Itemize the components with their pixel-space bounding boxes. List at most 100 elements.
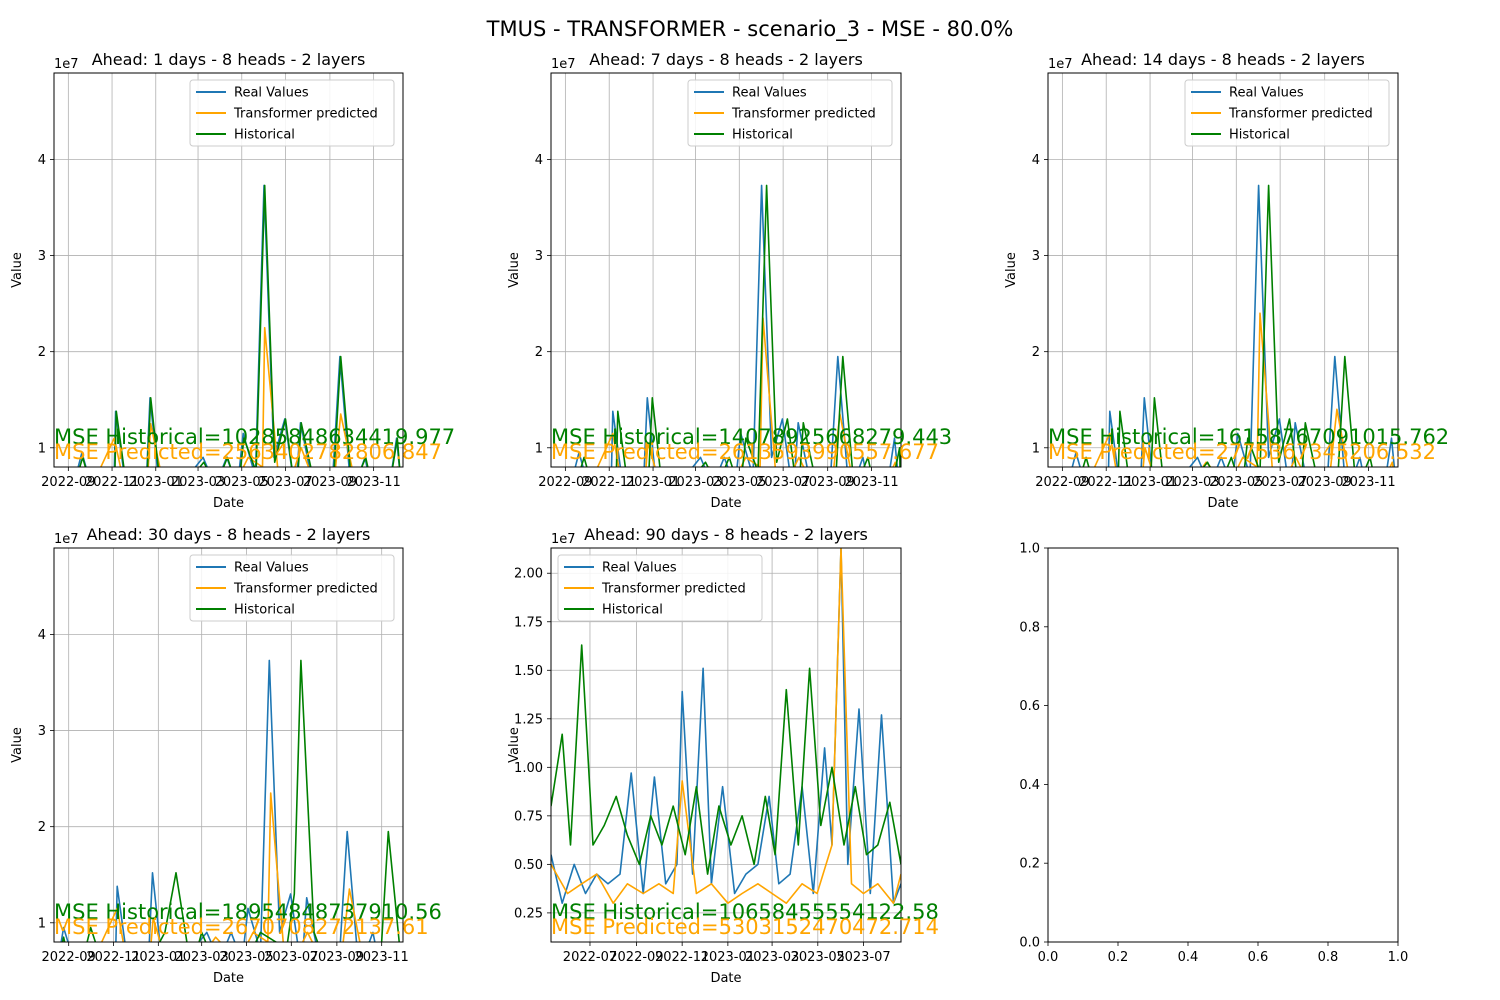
legend: Real Values Transformer predicted Historic…: [557, 554, 763, 622]
legend-label: Transformer predicted: [233, 107, 378, 122]
legend-box: [1184, 79, 1390, 147]
series-line-historical: [78, 184, 401, 467]
legend: Real Values Transformer predicted Historic…: [189, 554, 395, 622]
y-offset-label: 1e7: [1048, 57, 1073, 72]
legend-box: [687, 79, 893, 147]
x-tick-label: 2023-07: [264, 950, 318, 965]
x-tick-label: 2022-09: [42, 950, 96, 965]
legend-box: [189, 79, 395, 147]
x-tick-label: 2022-11: [85, 475, 139, 490]
y-tick-label: 0.75: [514, 809, 543, 824]
legend-label: Real Values: [732, 86, 807, 101]
series-group: [574, 184, 901, 467]
y-tick-label: 1: [535, 441, 543, 456]
x-tick-label: 2023-05: [219, 950, 273, 965]
x-tick-label: 2023-09: [303, 475, 357, 490]
x-tick-label: 2022-09: [1035, 475, 1089, 490]
y-tick-label: 3: [38, 249, 46, 264]
legend: Real Values Transformer predicted Historic…: [189, 79, 395, 147]
x-tick-label: 0.4: [1178, 950, 1199, 965]
x-tick-label: 2023-07: [258, 475, 312, 490]
x-tick-label: 2023-07: [836, 950, 890, 965]
y-offset-label: 1e7: [551, 57, 576, 72]
series-line-real-values: [60, 659, 376, 942]
series-line-historical: [551, 644, 901, 875]
x-tick-label: 2023-09: [1298, 475, 1352, 490]
y-tick-label: 4: [535, 153, 543, 168]
x-tick-label: 2023-03: [175, 950, 229, 965]
y-axis-label: Value: [507, 727, 522, 763]
x-tick-label: 2023-05: [1209, 475, 1263, 490]
legend-label: Real Values: [234, 86, 309, 101]
mse-predicted-annotation: MSE Predicted=2613593990557.677: [551, 440, 939, 464]
x-tick-label: 2022-11: [655, 950, 709, 965]
legend-label: Historical: [1229, 128, 1290, 143]
legend-label: Real Values: [602, 561, 677, 576]
x-tick-label: 2023-03: [668, 475, 722, 490]
subplot-4: 2022-092022-112023-012023-032023-052023-…: [10, 525, 442, 986]
y-tick-label: 1: [1032, 441, 1040, 456]
subplot-6: 0.0 0.2 0.4 0.6 0.8 1.0 0.0 0.2 0.4 0.6 0.8 1.0: [1019, 542, 1408, 966]
mse-predicted-annotation: MSE Predicted=2670708272137.61: [54, 915, 429, 939]
x-tick-label: 0.8: [1318, 950, 1339, 965]
x-tick-label: 2022-09: [41, 475, 95, 490]
y-tick-label: 0.50: [514, 858, 543, 873]
y-axis-label: Value: [10, 727, 25, 763]
x-tick-label: 2022-09: [538, 475, 592, 490]
legend-box: [189, 554, 395, 622]
x-tick-label: 0.2: [1108, 950, 1129, 965]
series-line-real-values: [77, 184, 401, 467]
legend-label: Historical: [234, 603, 295, 618]
x-tick-label: 2023-07: [1253, 475, 1307, 490]
axes-frame: [1047, 72, 1399, 468]
subplot-title: Ahead: 30 days - 8 heads - 2 layers: [87, 525, 371, 544]
y-tick-label: 1.50: [514, 664, 543, 679]
series-line-transformer-predicted: [100, 326, 399, 467]
legend-label: Historical: [234, 128, 295, 143]
subplot-title: Ahead: 90 days - 8 heads - 2 layers: [584, 525, 868, 544]
figure-suptitle: TMUS - TRANSFORMER - scenario_3 - MSE - …: [486, 17, 1014, 42]
series-group: [60, 659, 401, 942]
y-tick-label: 3: [1032, 249, 1040, 264]
y-tick-label: 4: [38, 628, 46, 643]
y-tick-label: 1.00: [514, 761, 543, 776]
x-tick-label: 2023-07: [756, 475, 810, 490]
legend-label: Real Values: [234, 561, 309, 576]
y-offset-label: 1e7: [54, 57, 79, 72]
mse-historical-annotation: MSE Historical=14078925668279.443: [551, 425, 952, 449]
mse-historical-annotation: MSE Historical=10285848634419.977: [54, 425, 455, 449]
y-tick-label: 0.6: [1019, 699, 1040, 714]
legend-label: Historical: [732, 128, 793, 143]
subplots: 2022-092022-112023-012023-032023-052023-…: [10, 50, 1449, 986]
series-group: [551, 548, 901, 905]
subplot-3: 2022-092022-112023-012023-032023-052023-…: [1004, 50, 1449, 511]
y-tick-label: 3: [38, 724, 46, 739]
legend: Real Values Transformer predicted Historic…: [687, 79, 893, 147]
x-tick-label: 2023-09: [801, 475, 855, 490]
x-tick-label: 2022-11: [86, 950, 140, 965]
x-tick-label: 2023-01: [626, 475, 680, 490]
x-tick-label: 2023-05: [791, 950, 845, 965]
x-tick-label: 2023-01: [131, 950, 185, 965]
y-tick-label: 3: [535, 249, 543, 264]
x-axis-label: Date: [213, 496, 244, 511]
series-group: [1071, 184, 1396, 467]
y-tick-label: 0.8: [1019, 620, 1040, 635]
x-tick-label: 2023-11: [1341, 475, 1395, 490]
axes-frame: [53, 547, 404, 943]
subplot-title: Ahead: 1 days - 8 heads - 2 layers: [92, 50, 366, 69]
y-tick-label: 1: [38, 916, 46, 931]
y-axis-label: Value: [1004, 252, 1019, 288]
x-tick-label: 2023-03: [171, 475, 225, 490]
y-tick-label: 0.0: [1019, 936, 1040, 951]
legend-label: Transformer predicted: [601, 582, 746, 597]
legend-box: [557, 554, 763, 622]
x-tick-label: 2023-05: [215, 475, 269, 490]
x-tick-label: 2023-01: [129, 475, 183, 490]
x-axis-label: Date: [213, 971, 244, 986]
y-tick-label: 2: [38, 345, 46, 360]
y-tick-label: 1.25: [514, 712, 543, 727]
y-tick-label: 2: [535, 345, 543, 360]
x-axis-label: Date: [710, 971, 741, 986]
x-tick-label: 2022-11: [582, 475, 636, 490]
